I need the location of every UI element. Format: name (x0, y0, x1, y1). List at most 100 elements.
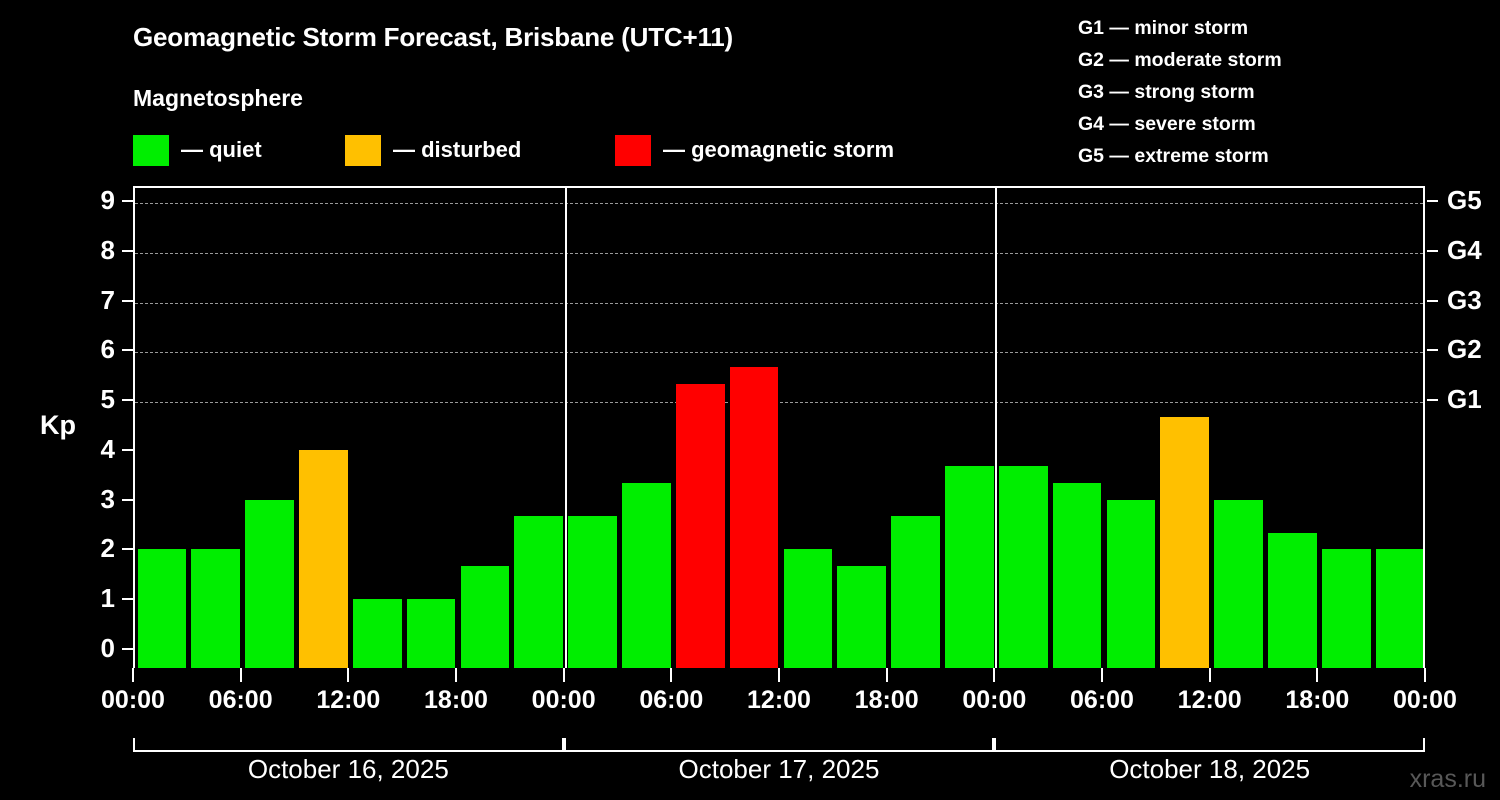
bar-disturbed[interactable] (299, 449, 348, 668)
bar-quiet[interactable] (191, 549, 241, 668)
day-separator (564, 188, 567, 668)
g-tick-g4 (1427, 249, 1438, 252)
x-tick-0 (132, 668, 134, 682)
plot-area (133, 186, 1425, 668)
x-tick-label-3: 18:00 (424, 686, 488, 714)
g-scale-row-g5: G5 — extreme storm (1078, 145, 1269, 167)
y-tick-2 (122, 548, 133, 551)
g-tick-label-g2: G2 (1447, 334, 1482, 365)
legend-item-quiet: — quiet (133, 134, 262, 166)
bar-quiet[interactable] (245, 499, 294, 668)
bar-quiet[interactable] (1321, 549, 1371, 668)
g-tick-g5 (1427, 200, 1438, 202)
legend-item-disturbed: — disturbed (345, 134, 521, 166)
bar-quiet[interactable] (837, 565, 887, 668)
bar-quiet[interactable] (945, 466, 994, 668)
day-label-2: October 17, 2025 (678, 754, 880, 784)
bar-quiet[interactable] (1268, 533, 1317, 668)
x-tick-6 (778, 668, 780, 682)
bar-quiet[interactable] (352, 599, 402, 668)
bar-quiet[interactable] (891, 516, 940, 668)
gridline-kp-8 (135, 252, 1423, 254)
x-tick-label-0: 00:00 (101, 686, 165, 714)
bar-storm[interactable] (675, 383, 725, 668)
page-title: Geomagnetic Storm Forecast, Brisbane (UT… (133, 22, 734, 52)
x-tick-2 (347, 668, 350, 682)
g-scale-row-g4: G4 — severe storm (1078, 113, 1256, 135)
legend-swatch-disturbed-icon (345, 134, 381, 166)
x-tick-label-9: 06:00 (1070, 686, 1134, 714)
g-scale-row-g1: G1 — minor storm (1078, 17, 1249, 39)
bar-storm[interactable] (729, 366, 779, 668)
y-tick-label-0: 0 (100, 633, 115, 663)
y-tick-label-2: 2 (100, 533, 115, 564)
y-tick-3 (122, 498, 133, 501)
plot-inner (135, 188, 1423, 668)
day-label-1: October 16, 2025 (247, 754, 449, 784)
x-tick-11 (1316, 668, 1319, 682)
x-tick-label-1: 06:00 (208, 686, 273, 714)
y-tick-label-3: 3 (100, 483, 115, 514)
bar-disturbed[interactable] (1160, 416, 1210, 668)
x-tick-8 (993, 668, 996, 682)
x-tick-label-4: 00:00 (531, 686, 596, 714)
bar-quiet[interactable] (568, 516, 617, 668)
bar-quiet[interactable] (783, 549, 833, 668)
g-scale-row-g3: G3 — strong storm (1078, 81, 1255, 103)
day-bracket-1 (133, 738, 564, 752)
x-tick-1 (239, 668, 242, 682)
bar-quiet[interactable] (1214, 499, 1263, 668)
y-tick-6 (122, 349, 133, 352)
bar-quiet[interactable] (1375, 549, 1423, 668)
y-tick-label-8: 8 (100, 234, 115, 265)
bar-quiet[interactable] (514, 516, 564, 668)
g-tick-label-g1: G1 (1447, 384, 1482, 415)
x-tick-label-5: 06:00 (639, 686, 704, 714)
g-tick-g2 (1427, 349, 1438, 352)
x-tick-label-12: 00:00 (1393, 686, 1457, 714)
bar-quiet[interactable] (137, 549, 187, 668)
y-tick-7 (122, 299, 133, 302)
y-tick-label-5: 5 (100, 384, 115, 415)
x-tick-7 (885, 668, 888, 682)
x-tick-3 (455, 668, 457, 682)
x-tick-12 (1424, 668, 1426, 682)
day-bracket-2 (563, 738, 995, 752)
bar-quiet[interactable] (998, 466, 1048, 668)
g-tick-label-g4: G4 (1447, 234, 1482, 265)
day-separator (995, 188, 998, 668)
gridline-kp-5 (135, 402, 1423, 404)
legend-swatch-storm-icon (615, 134, 651, 166)
bar-quiet[interactable] (1052, 483, 1102, 668)
bar-quiet[interactable] (406, 599, 456, 668)
y-axis-title: Kp (40, 410, 76, 440)
y-tick-1 (122, 598, 133, 601)
watermark: xras.ru (1409, 765, 1486, 793)
day-label-3: October 18, 2025 (1109, 754, 1311, 784)
legend-swatch-quiet-icon (133, 134, 169, 166)
bar-quiet[interactable] (622, 483, 671, 668)
y-tick-4 (122, 448, 133, 451)
g-scale-row-g2: G2 — moderate storm (1078, 49, 1282, 71)
g-scale-legend: G1 — minor storm G2 — moderate storm G3 — … (1078, 12, 1282, 172)
x-tick-10 (1208, 668, 1211, 682)
x-tick-label-8: 00:00 (962, 686, 1027, 714)
y-tick-5 (122, 399, 133, 402)
bar-quiet[interactable] (1106, 499, 1156, 668)
y-tick-0 (122, 648, 133, 650)
g-tick-g3 (1427, 299, 1438, 302)
x-tick-9 (1101, 668, 1103, 682)
gridline-kp-6 (135, 352, 1423, 354)
y-tick-label-6: 6 (100, 334, 115, 365)
legend-label-quiet: — quiet (181, 137, 262, 162)
g-tick-label-g5: G5 (1447, 185, 1482, 215)
x-tick-label-10: 12:00 (1177, 686, 1242, 714)
gridline-kp-7 (135, 302, 1423, 304)
bar-quiet[interactable] (460, 565, 510, 668)
y-tick-label-1: 1 (100, 583, 115, 614)
y-tick-8 (122, 249, 133, 252)
x-tick-label-11: 18:00 (1285, 686, 1350, 714)
g-tick-g1 (1427, 399, 1438, 402)
gridline-kp-9 (135, 203, 1423, 204)
